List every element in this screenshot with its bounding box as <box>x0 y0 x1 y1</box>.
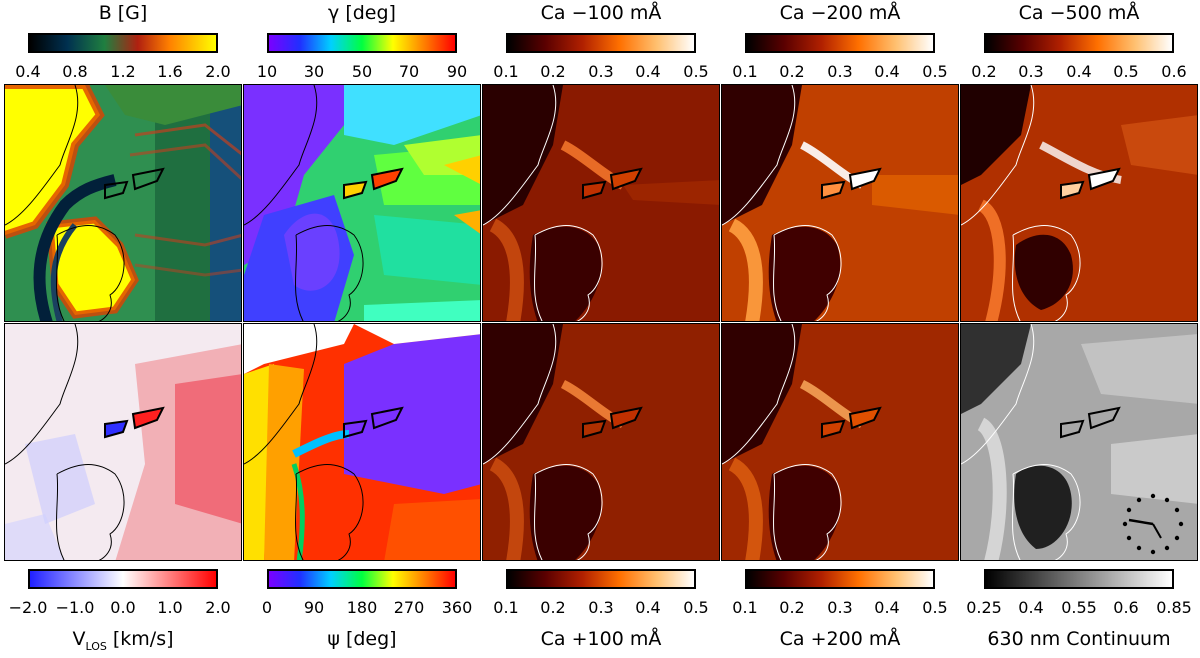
tick-label: 0.4 <box>635 62 661 81</box>
colorbar-continuum <box>984 569 1174 589</box>
colorbar-ca-minus-500 <box>984 33 1174 53</box>
tick-label: 0.5 <box>1113 62 1139 81</box>
tick-label: 0.4 <box>874 62 900 81</box>
ticks-psi: 0 90 180 270 360 <box>243 598 481 620</box>
tick-label: 0.2 <box>971 62 997 81</box>
title-gamma: γ [deg] <box>328 2 396 24</box>
tick-label: 1.0 <box>157 598 183 617</box>
ticks-vlos: −2.0 −1.0 0.0 1.0 2.0 <box>4 598 242 620</box>
tick-label: 0.5 <box>922 598 948 617</box>
title-b-field: B [G] <box>98 2 148 24</box>
map-gamma <box>243 84 481 322</box>
title-psi: ψ [deg] <box>327 628 397 650</box>
tick-label: 0.8 <box>62 62 88 81</box>
ticks-ca-plus-200: 0.1 0.2 0.3 0.4 0.5 <box>721 598 959 620</box>
tick-label: 0.3 <box>827 598 853 617</box>
title-ca-plus-200: Ca +200 mÅ <box>779 628 901 650</box>
tick-label: 0.2 <box>779 598 805 617</box>
map-b-field <box>4 84 242 322</box>
title-ca-minus-100: Ca −100 mÅ <box>540 2 662 24</box>
ticks-ca-minus-200: 0.1 0.2 0.3 0.4 0.5 <box>721 62 959 84</box>
map-continuum <box>960 323 1198 561</box>
tick-label: 270 <box>393 598 425 617</box>
colorbar-b-field <box>28 33 218 53</box>
map-ca-minus-200 <box>721 84 959 322</box>
ticks-ca-minus-500: 0.2 0.3 0.4 0.5 0.6 <box>960 62 1198 84</box>
tick-label: 2.0 <box>205 598 231 617</box>
title-vlos: VLOS [km/s] <box>4 628 242 658</box>
tick-label: 0.1 <box>493 598 519 617</box>
tick-label: 0 <box>261 598 273 617</box>
title-continuum: 630 nm Continuum <box>987 628 1171 650</box>
ticks-gamma: 10 30 50 70 90 <box>243 62 481 84</box>
tick-label: 1.6 <box>157 62 183 81</box>
colorbar-ca-minus-100 <box>506 33 696 53</box>
colorbar-ca-plus-100 <box>506 569 696 589</box>
map-ca-minus-500 <box>960 84 1198 322</box>
title-vlos-rest: [km/s] <box>106 628 174 650</box>
tick-label: 10 <box>256 62 278 81</box>
tick-label: 0.5 <box>683 598 709 617</box>
tick-label: 0.0 <box>110 598 136 617</box>
map-ca-plus-200 <box>721 323 959 561</box>
tick-label: 0.1 <box>732 62 758 81</box>
tick-label: 0.5 <box>683 62 709 81</box>
tick-label: 0.55 <box>1061 598 1097 617</box>
tick-label: 180 <box>346 598 378 617</box>
tick-label: 0.4 <box>1018 598 1044 617</box>
tick-label: 50 <box>351 62 373 81</box>
colorbar-gamma <box>267 33 457 53</box>
title-ca-minus-200: Ca −200 mÅ <box>779 2 901 24</box>
tick-label: −1.0 <box>55 598 95 617</box>
tick-label: 0.2 <box>540 62 566 81</box>
tick-label: 0.6 <box>1161 62 1187 81</box>
colorbar-vlos <box>28 569 218 589</box>
ticks-continuum: 0.25 0.4 0.55 0.6 0.85 <box>960 598 1198 620</box>
tick-label: 360 <box>441 598 473 617</box>
colorbar-ca-minus-200 <box>745 33 935 53</box>
tick-label: 0.85 <box>1156 598 1192 617</box>
tick-label: 0.3 <box>588 62 614 81</box>
tick-label: 0.4 <box>1066 62 1092 81</box>
tick-label: 30 <box>303 62 325 81</box>
tick-label: 90 <box>303 598 325 617</box>
map-psi <box>243 323 481 561</box>
tick-label: 0.3 <box>1018 62 1044 81</box>
ticks-b-field: 0.4 0.8 1.2 1.6 2.0 <box>4 62 242 84</box>
tick-label: 0.6 <box>1113 598 1139 617</box>
tick-label: 0.2 <box>779 62 805 81</box>
tick-label: −2.0 <box>8 598 48 617</box>
ticks-ca-minus-100: 0.1 0.2 0.3 0.4 0.5 <box>482 62 720 84</box>
tick-label: 0.2 <box>540 598 566 617</box>
title-ca-minus-500: Ca −500 mÅ <box>1018 2 1140 24</box>
map-vlos <box>4 323 242 561</box>
title-ca-plus-100: Ca +100 mÅ <box>540 628 662 650</box>
tick-label: 0.3 <box>827 62 853 81</box>
dial-icon <box>1122 493 1184 555</box>
tick-label: 0.4 <box>635 598 661 617</box>
tick-label: 70 <box>398 62 420 81</box>
colorbar-ca-plus-200 <box>745 569 935 589</box>
tick-label: 0.1 <box>493 62 519 81</box>
ticks-ca-plus-100: 0.1 0.2 0.3 0.4 0.5 <box>482 598 720 620</box>
tick-label: 0.1 <box>732 598 758 617</box>
tick-label: 0.25 <box>966 598 1002 617</box>
colorbar-psi <box>267 569 457 589</box>
tick-label: 0.4 <box>15 62 41 81</box>
map-ca-minus-100 <box>482 84 720 322</box>
tick-label: 90 <box>446 62 468 81</box>
tick-label: 0.5 <box>922 62 948 81</box>
tick-label: 2.0 <box>205 62 231 81</box>
tick-label: 1.2 <box>110 62 136 81</box>
tick-label: 0.4 <box>874 598 900 617</box>
title-vlos-sub: LOS <box>85 639 107 653</box>
map-ca-plus-100 <box>482 323 720 561</box>
title-vlos-main: V <box>72 628 86 650</box>
tick-label: 0.3 <box>588 598 614 617</box>
